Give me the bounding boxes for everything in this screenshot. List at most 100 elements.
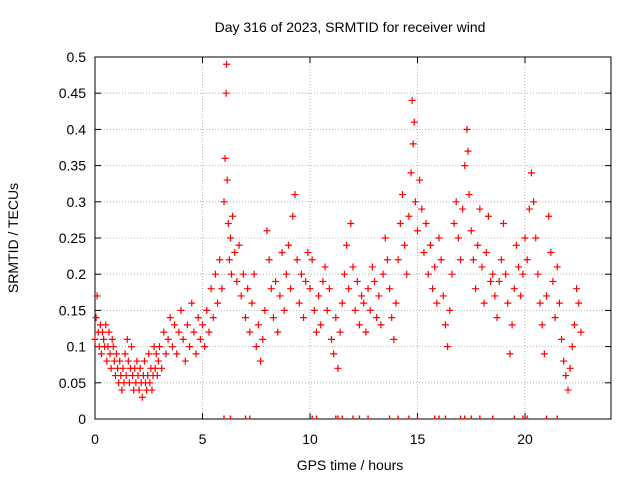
data-point — [164, 335, 172, 343]
data-point — [100, 335, 108, 343]
data-point — [573, 285, 581, 293]
data-point — [220, 198, 228, 206]
data-point — [351, 306, 359, 314]
data-point — [267, 285, 275, 293]
data-point — [390, 335, 398, 343]
data-point — [136, 364, 144, 372]
data-point — [223, 176, 231, 184]
data-point — [396, 220, 404, 228]
data-point — [276, 292, 284, 300]
data-point — [431, 263, 439, 271]
data-point — [272, 277, 280, 285]
data-point — [196, 335, 204, 343]
data-point — [228, 270, 236, 278]
data-point — [575, 299, 583, 307]
data-point — [560, 357, 568, 365]
data-point — [336, 328, 344, 336]
data-point — [242, 314, 249, 322]
data-point — [231, 248, 239, 256]
data-point — [224, 220, 232, 228]
data-point — [570, 321, 578, 329]
zero-markers — [223, 415, 558, 420]
data-point — [171, 321, 179, 329]
data-point — [138, 393, 146, 401]
data-point — [315, 292, 323, 300]
data-point — [459, 205, 467, 213]
data-point — [280, 306, 288, 314]
data-point — [441, 321, 449, 329]
data-point — [334, 364, 342, 372]
data-point — [553, 263, 561, 271]
data-point — [410, 118, 418, 126]
data-point — [156, 343, 163, 351]
data-point — [175, 328, 183, 336]
data-point — [416, 176, 424, 184]
data-point — [244, 285, 252, 293]
data-point — [265, 256, 273, 264]
y-tick-label: 0.35 — [59, 158, 86, 174]
data-point — [355, 321, 363, 329]
data-point — [386, 285, 394, 293]
data-point — [487, 277, 495, 285]
data-point — [190, 328, 198, 336]
data-point — [308, 256, 316, 264]
data-point — [108, 335, 116, 343]
data-point — [383, 256, 391, 264]
data-point — [119, 364, 127, 372]
data-point — [133, 357, 141, 365]
x-axis-ticks: 0 5 10 15 20 — [91, 57, 533, 447]
data-point — [321, 263, 329, 271]
data-point — [426, 241, 434, 249]
data-point — [340, 270, 348, 278]
data-point — [140, 357, 148, 365]
data-point — [154, 357, 162, 365]
data-point — [461, 162, 469, 170]
data-point — [306, 285, 314, 293]
data-point — [403, 270, 411, 278]
data-point — [480, 299, 488, 307]
data-point — [373, 314, 381, 322]
data-point — [261, 306, 269, 314]
data-point — [525, 205, 533, 213]
data-point — [547, 248, 555, 256]
data-point — [551, 314, 559, 322]
data-point — [457, 256, 464, 264]
data-point — [325, 285, 333, 293]
data-point — [310, 306, 318, 314]
data-point — [92, 314, 100, 322]
data-point — [452, 198, 460, 206]
data-point — [375, 292, 383, 300]
data-point — [214, 299, 222, 307]
data-point — [302, 277, 310, 285]
data-point — [349, 263, 357, 271]
data-point — [218, 285, 226, 293]
data-point — [504, 299, 512, 307]
data-point — [278, 248, 286, 256]
data-point — [381, 234, 389, 242]
data-point — [362, 328, 370, 336]
data-point — [113, 350, 120, 358]
data-point — [97, 350, 105, 358]
data-point — [221, 154, 229, 162]
data-point — [408, 96, 416, 104]
y-tick-label: 0.5 — [67, 49, 87, 65]
data-point — [433, 299, 441, 307]
data-point — [254, 321, 262, 329]
data-point — [497, 256, 505, 264]
data-point — [128, 343, 136, 351]
data-point — [472, 285, 480, 293]
data-point — [401, 241, 409, 249]
data-point — [148, 386, 156, 394]
data-point — [469, 256, 477, 264]
data-point — [293, 256, 301, 264]
data-point — [160, 328, 168, 336]
data-point — [121, 350, 129, 358]
data-point — [506, 350, 514, 358]
data-point — [530, 198, 538, 206]
data-point — [124, 357, 132, 365]
data-point — [463, 125, 471, 133]
x-tick-label: 20 — [517, 431, 533, 447]
data-point — [411, 198, 419, 206]
data-point — [364, 285, 372, 293]
y-axis-ticks: 0 0.05 0.1 0.15 0.2 0.25 0.3 0.35 0.4 0.45 0.5 — [59, 49, 611, 427]
